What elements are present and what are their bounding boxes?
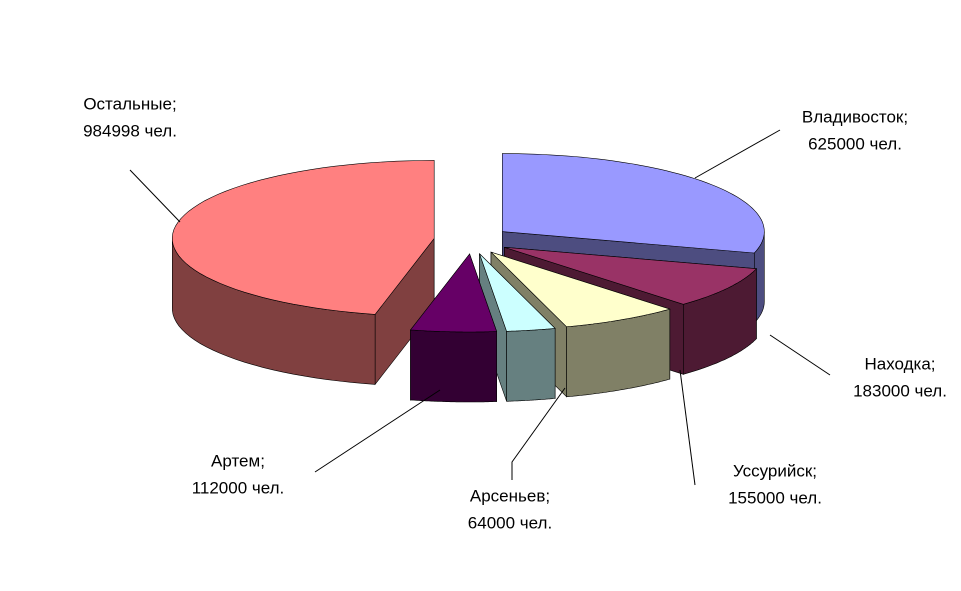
slice-top bbox=[171, 160, 435, 315]
slice-top bbox=[479, 253, 556, 332]
slice-wall bbox=[410, 329, 498, 403]
data-label-value: 183000 чел. bbox=[853, 381, 947, 400]
data-label-value: 984998 чел. bbox=[83, 121, 177, 140]
leader-line bbox=[129, 169, 181, 223]
data-label-name: Остальные; bbox=[83, 94, 176, 113]
data-label-value: 155000 чел. bbox=[728, 488, 822, 507]
data-label-name: Артем; bbox=[211, 451, 265, 470]
data-label-name: Уссурийск; bbox=[733, 461, 817, 480]
slice-top bbox=[504, 247, 758, 305]
leader-line bbox=[314, 389, 441, 473]
slice-wall bbox=[506, 328, 556, 402]
leader-line bbox=[694, 129, 781, 179]
slice-top bbox=[409, 253, 498, 333]
data-label-value: 112000 чел. bbox=[192, 478, 285, 497]
data-label-value: 64000 чел. bbox=[468, 513, 552, 532]
leader-line bbox=[511, 387, 566, 480]
leader-line bbox=[769, 334, 831, 376]
data-label-name: Владивосток; bbox=[802, 107, 908, 126]
leader-line bbox=[679, 369, 696, 486]
slice-top bbox=[501, 153, 765, 254]
data-label-name: Находка; bbox=[864, 354, 935, 373]
data-label-value: 625000 чел. bbox=[808, 134, 902, 153]
slice bbox=[409, 253, 498, 403]
data-label-name: Арсеньев; bbox=[470, 486, 550, 505]
slice bbox=[171, 160, 435, 386]
slice-top bbox=[490, 251, 671, 328]
